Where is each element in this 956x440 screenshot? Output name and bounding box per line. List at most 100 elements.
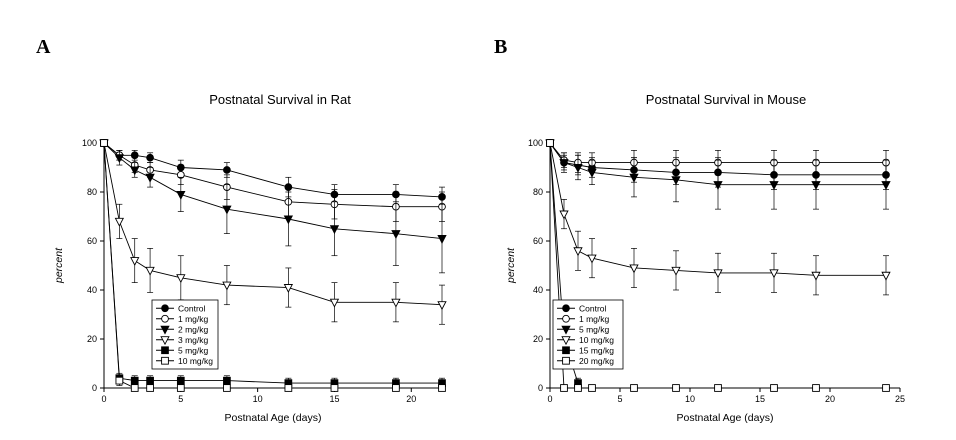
legend-marker — [161, 356, 169, 365]
legend-marker — [562, 304, 570, 313]
panel-label-b: B — [494, 36, 508, 58]
data-point — [330, 384, 339, 392]
x-tick-label: 5 — [617, 394, 622, 404]
x-tick-label: 5 — [178, 394, 183, 404]
x-tick-label: 15 — [755, 394, 765, 404]
data-point — [812, 384, 820, 392]
data-point — [392, 384, 400, 392]
y-tick-label: 40 — [87, 285, 97, 295]
data-point — [560, 384, 568, 392]
legend-entry: 5 mg/kg — [178, 345, 209, 355]
data-point — [713, 181, 723, 191]
data-point — [882, 384, 890, 392]
y-tick-label: 20 — [87, 334, 97, 344]
y-tick-label: 60 — [533, 236, 543, 246]
data-point — [671, 176, 681, 186]
data-point — [713, 269, 723, 279]
data-point — [115, 376, 124, 385]
data-point — [546, 139, 554, 147]
y-tick-label: 60 — [87, 236, 97, 246]
y-tick-label: 40 — [533, 285, 543, 295]
data-point — [574, 384, 582, 392]
x-tick-label: 0 — [547, 394, 552, 404]
series-line — [549, 142, 886, 164]
x-tick-label: 20 — [825, 394, 835, 404]
data-point — [329, 298, 340, 308]
series-0 — [100, 139, 446, 208]
legend-marker — [161, 304, 169, 313]
data-point — [437, 301, 447, 311]
series-1 — [100, 139, 446, 222]
x-axis-label: Postnatal Age (days) — [225, 412, 322, 424]
data-point — [714, 384, 722, 392]
series-5 — [546, 139, 890, 392]
x-tick-label: 25 — [895, 394, 905, 404]
data-point — [130, 166, 140, 176]
x-tick-label: 10 — [685, 394, 695, 404]
series-3 — [99, 139, 447, 325]
panel-label-a: A — [36, 36, 51, 58]
data-point — [770, 384, 778, 392]
x-axis-label: Postnatal Age (days) — [677, 412, 774, 424]
data-point — [559, 159, 569, 168]
legend-entry: 3 mg/kg — [178, 335, 209, 345]
data-point — [811, 181, 821, 191]
y-tick-label: 100 — [82, 138, 97, 148]
y-axis-label: percent — [505, 247, 517, 284]
series-line — [103, 142, 443, 240]
data-point — [587, 168, 597, 178]
legend-marker — [562, 356, 570, 365]
data-point — [100, 139, 108, 147]
data-point — [222, 281, 232, 291]
data-point — [881, 181, 891, 191]
data-point — [284, 384, 293, 392]
data-point — [176, 384, 185, 392]
data-point — [176, 190, 186, 200]
series-line — [549, 142, 886, 186]
legend-marker — [161, 314, 169, 323]
data-point — [329, 225, 340, 235]
legend-entry: 15 mg/kg — [579, 345, 614, 355]
legend-marker — [160, 336, 170, 346]
legend-entry: 1 mg/kg — [178, 314, 209, 324]
series-line — [549, 142, 886, 176]
data-point — [223, 166, 231, 174]
y-axis-label: percent — [53, 247, 65, 284]
legend-entry: 20 mg/kg — [579, 356, 614, 366]
series-line — [103, 142, 442, 389]
legend-entry: 10 mg/kg — [178, 356, 213, 366]
data-point — [588, 384, 596, 392]
y-tick-label: 80 — [87, 187, 97, 197]
data-point — [671, 266, 681, 276]
legend-marker — [561, 336, 571, 346]
series-line — [103, 142, 443, 306]
data-point — [629, 264, 639, 274]
series-line — [103, 142, 442, 208]
x-tick-label: 15 — [329, 394, 339, 404]
data-point — [114, 217, 125, 227]
legend-entry: 10 mg/kg — [579, 335, 614, 345]
legend-entry: Control — [178, 303, 206, 313]
data-point — [176, 376, 185, 385]
data-point — [811, 271, 821, 281]
data-point — [769, 269, 779, 279]
y-tick-label: 0 — [92, 383, 97, 393]
data-point — [222, 205, 232, 215]
y-tick-label: 0 — [538, 383, 543, 393]
data-point — [391, 230, 401, 240]
data-point — [559, 210, 569, 220]
series-line — [103, 142, 443, 198]
series-line — [549, 142, 886, 276]
data-point — [881, 271, 891, 281]
data-point — [146, 376, 154, 385]
data-point — [283, 215, 294, 225]
data-point — [176, 274, 186, 284]
data-point — [146, 153, 154, 162]
legend-entry: 1 mg/kg — [579, 314, 610, 324]
legend-marker — [562, 346, 570, 355]
data-point — [587, 254, 597, 264]
data-point — [130, 384, 139, 392]
chart-title: Postnatal Survival in Mouse — [646, 92, 806, 107]
